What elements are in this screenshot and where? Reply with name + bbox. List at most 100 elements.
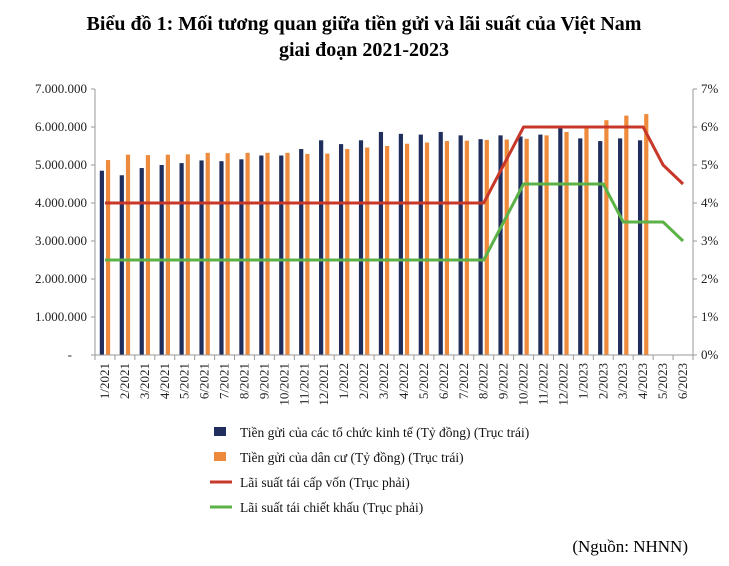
bar-household-deposit: [365, 147, 370, 355]
x-tick-label: 5/2022: [416, 363, 431, 399]
bar-household-deposit: [165, 154, 170, 355]
x-tick-label: 6/2022: [436, 363, 451, 399]
bar-org-deposit: [99, 170, 104, 355]
bar-household-deposit: [444, 141, 450, 355]
x-tick-label: 8/2021: [237, 363, 252, 399]
bar-org-deposit: [378, 131, 384, 355]
bar-household-deposit: [524, 138, 529, 355]
bar-household-deposit: [265, 152, 270, 355]
bar-org-deposit: [558, 127, 563, 355]
bar-org-deposit: [199, 160, 204, 355]
left-tick-label: 2.000.000: [35, 271, 87, 286]
bar-household-deposit: [644, 114, 649, 355]
bar-household-deposit: [105, 160, 111, 355]
bar-org-deposit: [299, 149, 304, 355]
bar-org-deposit: [239, 159, 244, 355]
bar-org-deposit: [418, 134, 423, 355]
bar-org-deposit: [578, 138, 583, 355]
right-tick-label: 2%: [701, 271, 719, 286]
bar-org-deposit: [219, 161, 224, 355]
x-tick-label: 6/2021: [197, 363, 212, 399]
legend: Tiền gửi của các tổ chức kinh tế (Tỷ đồn…: [210, 425, 529, 515]
bar-household-deposit: [404, 143, 410, 355]
bar-household-deposit: [424, 142, 430, 355]
bar-household-deposit: [584, 127, 589, 355]
bar-org-deposit: [398, 133, 403, 355]
bar-household-deposit: [285, 152, 290, 355]
x-tick-label: 8/2022: [476, 363, 491, 399]
left-tick-label: 7.000.000: [35, 81, 87, 96]
x-tick-label: 9/2022: [496, 363, 511, 399]
lines-group: [104, 125, 685, 262]
x-tick-label: 2/2023: [595, 363, 610, 399]
right-tick-label: 0%: [701, 347, 719, 362]
right-axis-ticks: 0% 1% 2% 3% 4% 5% 6% 7%: [693, 81, 719, 362]
left-tick-label: 4.000.000: [35, 195, 87, 210]
bar-org-deposit: [358, 140, 364, 355]
bar-household-deposit: [225, 153, 230, 355]
bar-org-deposit: [618, 138, 623, 355]
x-tick-label: 1/2021: [97, 363, 112, 399]
right-tick-label: 1%: [701, 309, 719, 324]
axes-group: [94, 89, 694, 356]
right-tick-label: 6%: [701, 119, 719, 134]
bar-household-deposit: [385, 146, 390, 355]
left-tick-label: -: [68, 347, 72, 362]
bar-household-deposit: [564, 131, 569, 355]
left-tick-label: 3.000.000: [35, 233, 87, 248]
x-tick-label: 4/2023: [635, 363, 650, 399]
bar-org-deposit: [498, 135, 503, 355]
x-tick-label: 7/2022: [456, 363, 471, 399]
legend-label: Lãi suất tái cấp vốn (Trục phải): [240, 475, 410, 490]
bar-household-deposit: [544, 135, 549, 355]
x-tick-label: 2/2021: [117, 363, 132, 399]
bar-household-deposit: [245, 152, 250, 355]
bar-org-deposit: [458, 135, 463, 355]
right-tick-label: 7%: [701, 81, 719, 96]
x-tick-label: 11/2022: [536, 363, 551, 405]
x-tick-label: 5/2023: [655, 363, 670, 399]
left-tick-label: 6.000.000: [35, 119, 87, 134]
bar-household-deposit: [484, 139, 489, 355]
x-tick-label: 12/2022: [555, 363, 570, 406]
bar-org-deposit: [279, 155, 284, 355]
bar-org-deposit: [598, 141, 603, 355]
bar-household-deposit: [305, 153, 310, 355]
x-tick-label: 2/2022: [356, 363, 371, 399]
bar-household-deposit: [185, 154, 190, 355]
legend-label: Tiền gửi của các tổ chức kinh tế (Tỷ đồn…: [240, 425, 529, 440]
bar-org-deposit: [438, 131, 443, 355]
bar-household-deposit: [125, 154, 131, 355]
bar-org-deposit: [338, 144, 344, 355]
bar-household-deposit: [604, 120, 609, 355]
left-axis-ticks: - 1.000.000 2.000.000 3.000.000 4.000.000 5.0…: [35, 81, 95, 362]
line-discount-rate: [104, 182, 685, 262]
bar-household-deposit: [325, 153, 330, 355]
x-tick-label: 1/2023: [575, 363, 590, 399]
bar-org-deposit: [319, 140, 324, 355]
bar-org-deposit: [119, 175, 124, 355]
bar-org-deposit: [518, 136, 523, 355]
bar-household-deposit: [345, 149, 350, 355]
x-tick-label: 12/2021: [316, 363, 331, 406]
bar-household-deposit: [504, 139, 509, 355]
x-axis-ticks: 1/2021 2/2021 3/2021 4/2021 5/2021 6/2021 7/20…: [94, 355, 694, 406]
bar-household-deposit: [145, 155, 151, 355]
x-tick-label: 10/2022: [516, 363, 531, 406]
legend-swatch: [214, 452, 226, 461]
x-tick-label: 6/2023: [675, 363, 690, 399]
chart-subtitle: giai đoạn 2021-2023: [279, 39, 449, 61]
left-tick-label: 5.000.000: [35, 157, 87, 172]
x-tick-label: 4/2021: [157, 363, 172, 399]
bar-household-deposit: [624, 115, 629, 355]
bar-household-deposit: [205, 152, 210, 355]
bar-org-deposit: [139, 168, 144, 355]
bar-org-deposit: [538, 134, 543, 355]
bar-org-deposit: [637, 140, 643, 355]
x-tick-label: 4/2022: [396, 363, 411, 399]
legend-label: Tiền gửi của dân cư (Tỷ đồng) (Trục trái…: [240, 450, 464, 465]
legend-swatch: [214, 427, 226, 436]
x-tick-label: 3/2022: [376, 363, 391, 399]
x-tick-label: 5/2021: [177, 363, 192, 399]
